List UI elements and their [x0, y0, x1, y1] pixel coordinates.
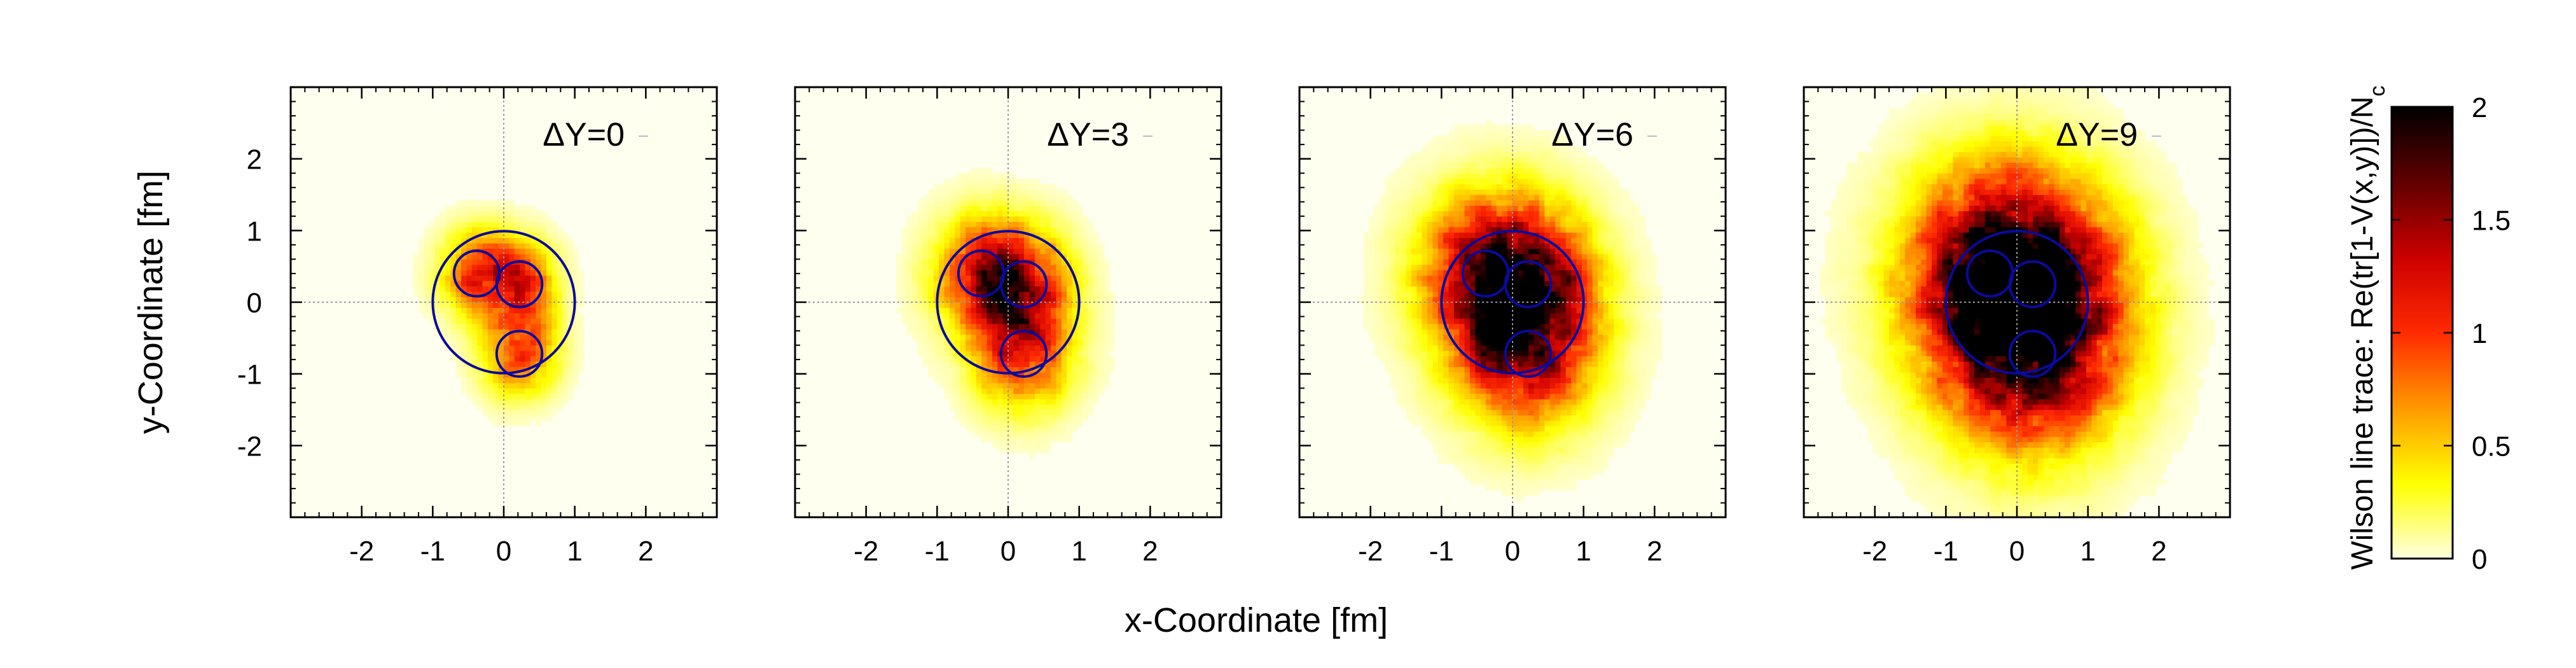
x-tick-label: -1 [420, 536, 445, 567]
hotspot-circle-3 [2008, 330, 2057, 378]
x-tick-label: -1 [1934, 536, 1958, 567]
panel-title: ΔY=0 [543, 116, 625, 153]
x-tick-label: 1 [1071, 536, 1086, 567]
hotspot-circle-2 [2008, 260, 2057, 309]
panel-dy6: -2 -1 0 1 2 ΔY=6 [1298, 86, 1727, 567]
x-tick-label: 0 [496, 536, 511, 567]
nucleon-circle [431, 230, 576, 375]
y-tick-label: 2 [247, 144, 262, 176]
colorbar-title: Wilson line trace: Re(tr[1-V(x,y)])/Nc [2346, 85, 2390, 569]
y-tick-label: 1 [247, 216, 262, 247]
x-tick-label: -2 [1862, 536, 1887, 567]
y-tick-label: -2 [237, 431, 262, 462]
x-tick-label: 0 [1505, 536, 1520, 567]
colorbar-tick-label: 0.5 [2472, 431, 2510, 463]
heatmap-field [1820, 87, 2215, 517]
panel-title: ΔY=6 [1551, 116, 1633, 153]
x-tick-label: 1 [1575, 536, 1591, 567]
colorbar-tick-label: 1.5 [2472, 205, 2510, 237]
x-axis-title: x-Coordinate [fm] [1125, 601, 1388, 639]
heatmap-field [413, 200, 585, 426]
panel-title: ΔY=9 [2056, 116, 2138, 153]
panel-title: ΔY=3 [1047, 116, 1129, 153]
panel-dy3: -2 -1 0 1 2 ΔY=3 [794, 86, 1222, 567]
nucleon-circle [1944, 230, 2089, 375]
x-tick-label: 1 [2080, 536, 2095, 567]
x-tick-label: -2 [349, 536, 374, 567]
nucleon-circle [1440, 230, 1585, 375]
colorbar-tick-label: 2 [2472, 92, 2487, 123]
x-tick-label: 2 [1647, 536, 1662, 567]
colorbar-tick-label: 1 [2472, 318, 2487, 349]
colorbar: 0 0.5 1 1.5 2 Wilson line trace: Re(tr[1-V(x,… [2346, 85, 2510, 575]
x-tick-label: 2 [2151, 536, 2166, 567]
nucleon-circle [936, 230, 1081, 375]
heatmap-field [1358, 119, 1663, 502]
colorbar-tick-label: 0 [2472, 544, 2487, 575]
x-tick-label: 2 [1142, 536, 1158, 567]
heatmap-field [896, 167, 1116, 459]
hotspot-circle-2 [1504, 260, 1553, 309]
panel-dy0: -2 -1 0 1 2 -2 -1 0 1 2 ΔY=0 [237, 86, 718, 567]
hotspot-circle-3 [1504, 330, 1553, 378]
hotspot-circle-3 [999, 330, 1048, 378]
x-tick-label: -2 [854, 536, 878, 567]
hotspot-circle-2 [999, 260, 1048, 309]
x-tick-label: -1 [925, 536, 950, 567]
y-axis-title: y-Coordinate [fm] [132, 170, 170, 434]
x-tick-label: -2 [1358, 536, 1383, 567]
colorbar-gradient [2392, 107, 2453, 559]
y-tick-label: 0 [247, 288, 262, 319]
x-tick-label: 0 [1001, 536, 1016, 567]
hotspot-circle-3 [495, 330, 544, 378]
hotspot-circle-2 [495, 260, 544, 309]
x-tick-label: -1 [1429, 536, 1454, 567]
x-tick-label: 1 [567, 536, 582, 567]
panel-dy9: -2 -1 0 1 2 ΔY=9 [1803, 86, 2231, 567]
y-tick-label: -1 [237, 359, 262, 391]
x-tick-label: 2 [638, 536, 653, 567]
x-tick-label: 0 [2009, 536, 2025, 567]
